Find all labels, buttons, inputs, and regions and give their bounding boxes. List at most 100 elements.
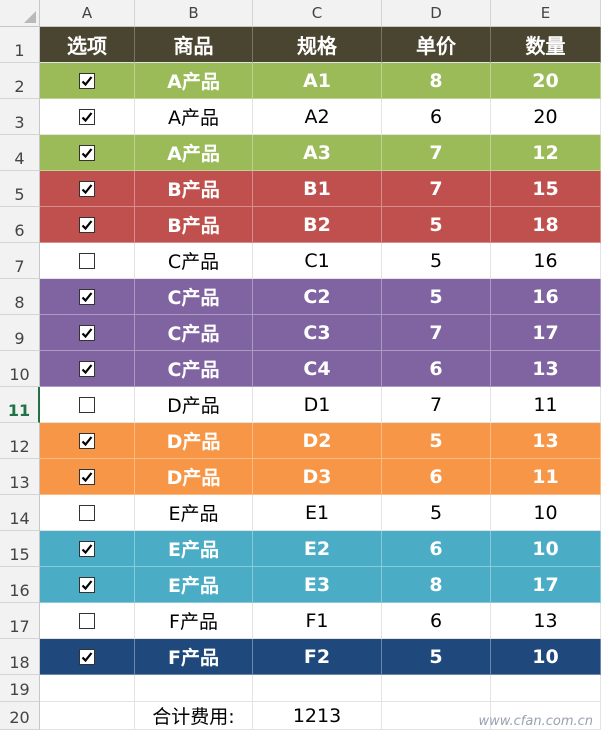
cell-c19[interactable] <box>253 675 382 702</box>
cell-e9[interactable]: 17 <box>491 315 601 351</box>
cell-d12[interactable]: 5 <box>382 423 491 459</box>
cell-d8[interactable]: 5 <box>382 279 491 315</box>
cell-b4[interactable]: A产品 <box>135 135 253 171</box>
cell-e2[interactable]: 20 <box>491 63 601 99</box>
row-header-1[interactable]: 1 <box>0 27 40 63</box>
cell-d16[interactable]: 8 <box>382 567 491 603</box>
cell-b10[interactable]: C产品 <box>135 351 253 387</box>
cell-a9[interactable] <box>40 315 135 351</box>
cell-d14[interactable]: 5 <box>382 495 491 531</box>
row-header-2[interactable]: 2 <box>0 63 40 99</box>
row-header-12[interactable]: 12 <box>0 423 40 459</box>
cell-a4[interactable] <box>40 135 135 171</box>
cell-a6[interactable] <box>40 207 135 243</box>
checked-checkbox[interactable] <box>79 72 95 89</box>
cell-e5[interactable]: 15 <box>491 171 601 207</box>
cell-e17[interactable]: 13 <box>491 603 601 639</box>
checked-checkbox[interactable] <box>79 468 95 485</box>
cell-e7[interactable]: 16 <box>491 243 601 279</box>
row-header-8[interactable]: 8 <box>0 279 40 315</box>
cell-b8[interactable]: C产品 <box>135 279 253 315</box>
cell-a13[interactable] <box>40 459 135 495</box>
cell-e13[interactable]: 11 <box>491 459 601 495</box>
header-cell-c[interactable]: 规格 <box>253 27 382 63</box>
total-label[interactable]: 合计费用: <box>135 702 253 730</box>
column-header-a[interactable]: A <box>40 0 135 27</box>
checked-checkbox[interactable] <box>79 216 95 233</box>
checked-checkbox[interactable] <box>79 144 95 161</box>
checked-checkbox[interactable] <box>79 540 95 557</box>
cell-b13[interactable]: D产品 <box>135 459 253 495</box>
cell-d5[interactable]: 7 <box>382 171 491 207</box>
cell-c11[interactable]: D1 <box>253 387 382 423</box>
row-header-6[interactable]: 6 <box>0 207 40 243</box>
row-header-20[interactable]: 20 <box>0 702 40 730</box>
cell-a10[interactable] <box>40 351 135 387</box>
cell-e14[interactable]: 10 <box>491 495 601 531</box>
cell-a11[interactable] <box>40 387 135 423</box>
column-header-c[interactable]: C <box>253 0 382 27</box>
cell-b15[interactable]: E产品 <box>135 531 253 567</box>
cell-c15[interactable]: E2 <box>253 531 382 567</box>
checked-checkbox[interactable] <box>79 288 95 305</box>
cell-e19[interactable] <box>491 675 601 702</box>
cell-c2[interactable]: A1 <box>253 63 382 99</box>
cell-c4[interactable]: A3 <box>253 135 382 171</box>
row-header-14[interactable]: 14 <box>0 495 40 531</box>
row-header-3[interactable]: 3 <box>0 99 40 135</box>
cell-d9[interactable]: 7 <box>382 315 491 351</box>
cell-b12[interactable]: D产品 <box>135 423 253 459</box>
cell-b16[interactable]: E产品 <box>135 567 253 603</box>
cell-d3[interactable]: 6 <box>382 99 491 135</box>
header-cell-e[interactable]: 数量 <box>491 27 601 63</box>
column-header-b[interactable]: B <box>135 0 253 27</box>
cell-e16[interactable]: 17 <box>491 567 601 603</box>
cell-e11[interactable]: 11 <box>491 387 601 423</box>
cell-c10[interactable]: C4 <box>253 351 382 387</box>
cell-b19[interactable] <box>135 675 253 702</box>
unchecked-checkbox[interactable] <box>79 612 95 629</box>
cell-a18[interactable] <box>40 639 135 675</box>
header-cell-d[interactable]: 单价 <box>382 27 491 63</box>
cell-b18[interactable]: F产品 <box>135 639 253 675</box>
row-header-17[interactable]: 17 <box>0 603 40 639</box>
cell-b7[interactable]: C产品 <box>135 243 253 279</box>
cell-c6[interactable]: B2 <box>253 207 382 243</box>
unchecked-checkbox[interactable] <box>79 252 95 269</box>
cell-b2[interactable]: A产品 <box>135 63 253 99</box>
cell-d18[interactable]: 5 <box>382 639 491 675</box>
row-header-13[interactable]: 13 <box>0 459 40 495</box>
cell-d7[interactable]: 5 <box>382 243 491 279</box>
cell-d17[interactable]: 6 <box>382 603 491 639</box>
cell-c8[interactable]: C2 <box>253 279 382 315</box>
row-header-15[interactable]: 15 <box>0 531 40 567</box>
cell-c5[interactable]: B1 <box>253 171 382 207</box>
cell-b14[interactable]: E产品 <box>135 495 253 531</box>
cell-a17[interactable] <box>40 603 135 639</box>
row-header-5[interactable]: 5 <box>0 171 40 207</box>
cell-a12[interactable] <box>40 423 135 459</box>
checked-checkbox[interactable] <box>79 432 95 449</box>
cell-d20[interactable] <box>382 702 491 730</box>
row-header-11[interactable]: 11 <box>0 387 40 423</box>
checked-checkbox[interactable] <box>79 324 95 341</box>
unchecked-checkbox[interactable] <box>79 396 95 413</box>
row-header-18[interactable]: 18 <box>0 639 40 675</box>
cell-b3[interactable]: A产品 <box>135 99 253 135</box>
cell-d4[interactable]: 7 <box>382 135 491 171</box>
column-header-e[interactable]: E <box>491 0 601 27</box>
row-header-9[interactable]: 9 <box>0 315 40 351</box>
cell-b6[interactable]: B产品 <box>135 207 253 243</box>
cell-d10[interactable]: 6 <box>382 351 491 387</box>
row-header-10[interactable]: 10 <box>0 351 40 387</box>
checked-checkbox[interactable] <box>79 576 95 593</box>
cell-a3[interactable] <box>40 99 135 135</box>
cell-e4[interactable]: 12 <box>491 135 601 171</box>
checked-checkbox[interactable] <box>79 108 95 125</box>
cell-e15[interactable]: 10 <box>491 531 601 567</box>
cell-c18[interactable]: F2 <box>253 639 382 675</box>
cell-d19[interactable] <box>382 675 491 702</box>
cell-c16[interactable]: E3 <box>253 567 382 603</box>
cell-c3[interactable]: A2 <box>253 99 382 135</box>
unchecked-checkbox[interactable] <box>79 504 95 521</box>
